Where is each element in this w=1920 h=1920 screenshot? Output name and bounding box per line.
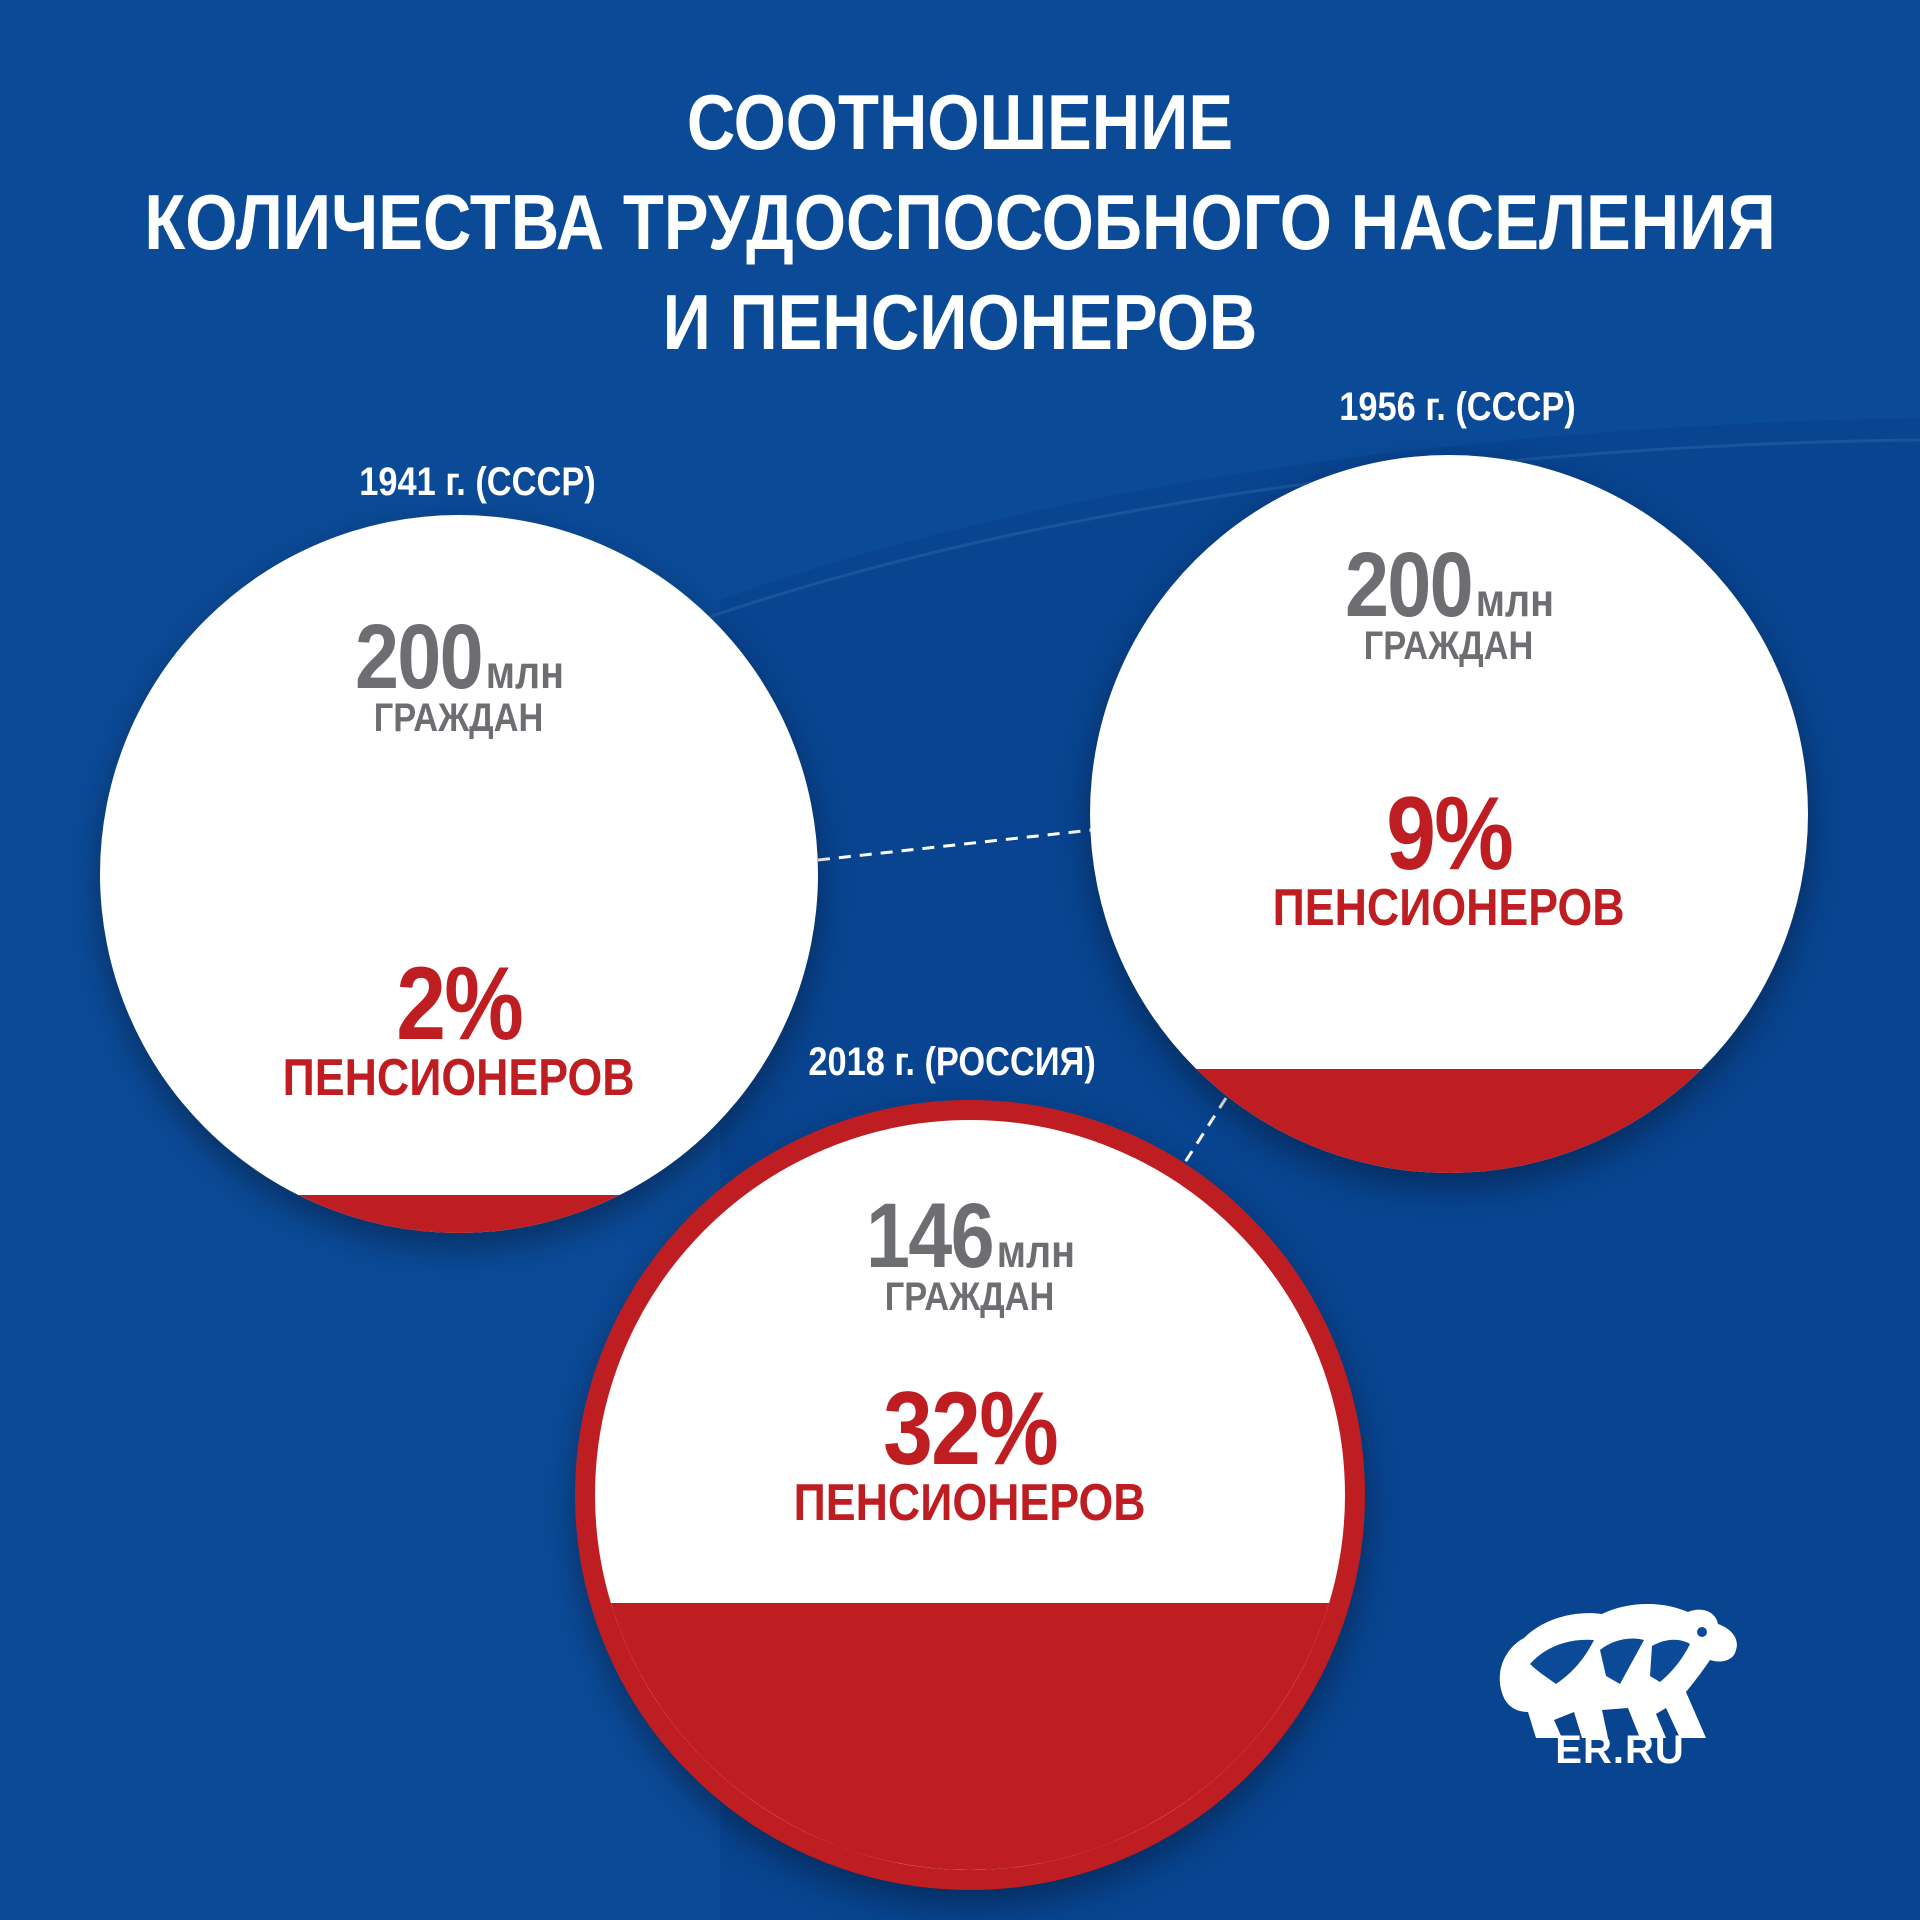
circle-1956: 200 млн ГРАЖДАН 9% ПЕНСИОНЕРОВ	[1090, 455, 1808, 1173]
citizens-unit-1956: млн	[1475, 574, 1554, 626]
connector-line-1	[817, 828, 1093, 862]
pensioners-pct-2018: 32%	[883, 1371, 1059, 1487]
pensioners-label-1956: ПЕНСИОНЕРОВ	[1273, 879, 1625, 937]
pensioner-fill-1956	[1090, 1068, 1808, 1173]
year-label-1956: 1956 г. (СССР)	[1339, 385, 1576, 429]
page-title: СООТНОШЕНИЕ КОЛИЧЕСТВА ТРУДОСПОСОБНОГО Н…	[134, 72, 1785, 372]
citizens-label-2018: ГРАЖДАН	[885, 1275, 1055, 1319]
title-line-2: КОЛИЧЕСТВА ТРУДОСПОСОБНОГО НАСЕЛЕНИЯ	[144, 178, 1776, 266]
citizens-block-2018: 146 млн ГРАЖДАН	[595, 1184, 1345, 1320]
pensioners-pct-1956: 9%	[1386, 776, 1514, 892]
year-label-1941: 1941 г. (СССР)	[359, 460, 596, 504]
circle-1941: 200 млн ГРАЖДАН 2% ПЕНСИОНЕРОВ	[100, 515, 818, 1233]
year-label-2018: 2018 г. (РОССИЯ)	[808, 1040, 1096, 1084]
citizens-unit-2018: млн	[996, 1225, 1075, 1277]
citizens-count-1956: 200	[1344, 534, 1474, 636]
citizens-unit-1941: млн	[485, 646, 564, 698]
pensioners-pct-1941: 2%	[396, 946, 524, 1062]
citizens-block-1956: 200 млн ГРАЖДАН	[1090, 533, 1808, 669]
circle-2018: 146 млн ГРАЖДАН 32% ПЕНСИОНЕРОВ	[575, 1100, 1365, 1890]
citizens-count-2018: 146	[865, 1185, 995, 1287]
pensioner-fill-2018	[595, 1602, 1345, 1870]
pensioners-label-2018: ПЕНСИОНЕРОВ	[794, 1474, 1146, 1532]
pensioners-label-1941: ПЕНСИОНЕРОВ	[283, 1049, 635, 1107]
logo-text: ER.RU	[1555, 1728, 1685, 1772]
title-line-1: СООТНОШЕНИЕ	[686, 78, 1234, 166]
pensioners-block-2018: 32% ПЕНСИОНЕРОВ	[595, 1370, 1345, 1533]
citizens-block-1941: 200 млн ГРАЖДАН	[100, 605, 818, 741]
citizens-label-1941: ГРАЖДАН	[374, 696, 544, 740]
title-line-3: И ПЕНСИОНЕРОВ	[662, 278, 1258, 366]
citizens-count-1941: 200	[354, 606, 484, 708]
citizens-label-1956: ГРАЖДАН	[1364, 624, 1534, 668]
pensioners-block-1941: 2% ПЕНСИОНЕРОВ	[100, 945, 818, 1108]
bear-icon	[1499, 1603, 1737, 1738]
pensioners-block-1956: 9% ПЕНСИОНЕРОВ	[1090, 775, 1808, 938]
